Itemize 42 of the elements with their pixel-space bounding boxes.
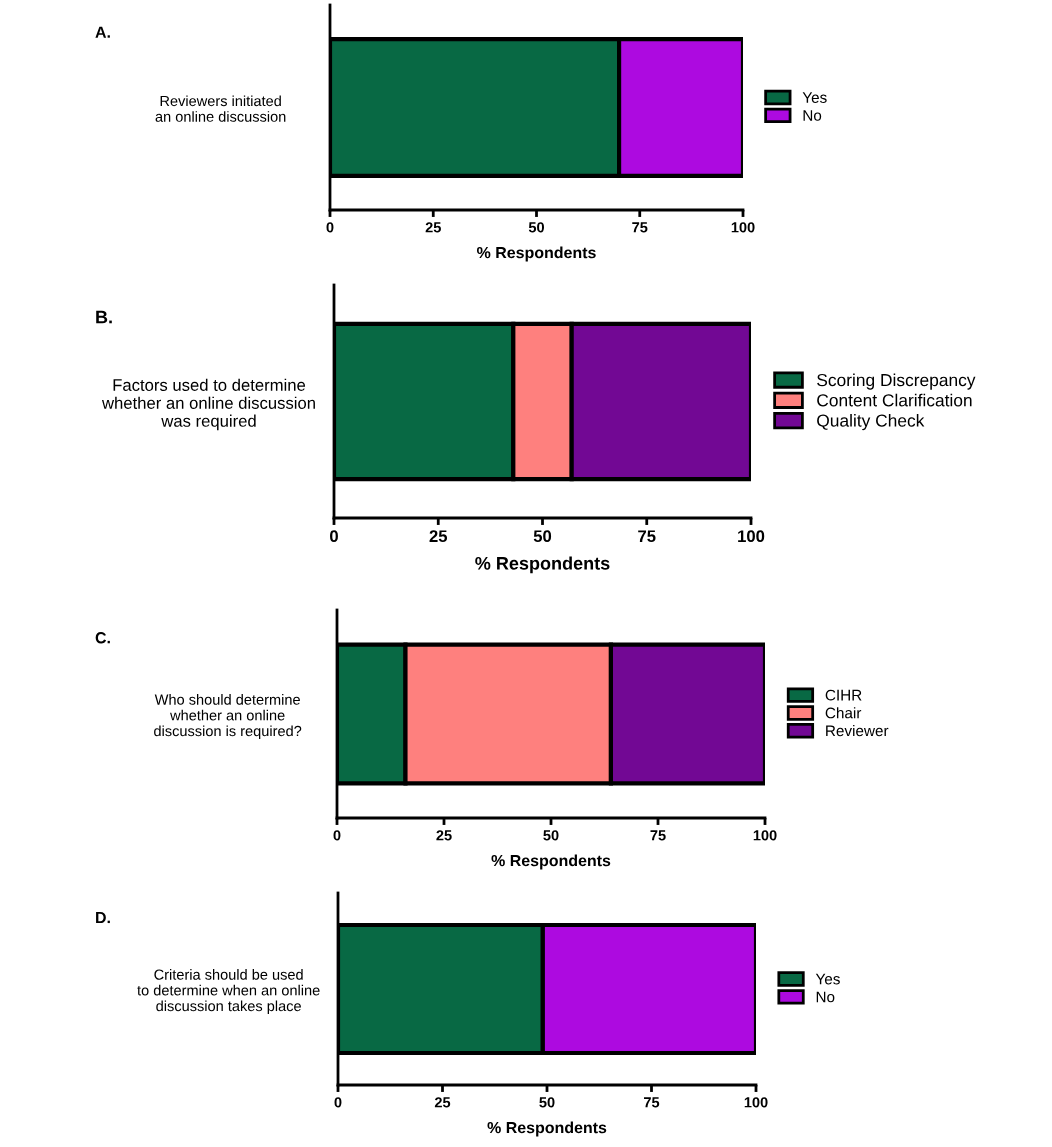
y-tick-label: Factors used to determine whether an online discussion was required xyxy=(101,378,315,431)
x-tick-label: 0 xyxy=(326,222,334,233)
x-tick-label: 100 xyxy=(744,1097,768,1108)
x-tick-label: 0 xyxy=(333,830,341,841)
y-tick-label: Who should determine whether an online discussion is required? xyxy=(154,694,302,740)
x-tick-label: 25 xyxy=(436,830,452,841)
x-axis-title: % Respondents xyxy=(487,1121,607,1137)
legend-label: CIHR xyxy=(825,689,862,701)
text: A. xyxy=(95,26,110,38)
text: B. xyxy=(96,310,112,324)
x-tick-label: 25 xyxy=(434,1097,451,1108)
x-axis-title: % Respondents xyxy=(475,556,610,574)
y-tick-label: Reviewers initiated an online discussion xyxy=(155,95,286,122)
legend-label: Chair xyxy=(825,707,862,719)
x-tick-label: 0 xyxy=(330,530,338,543)
legend-label: Yes xyxy=(802,92,827,103)
x-tick-label: 75 xyxy=(638,530,656,543)
x-tick-label: 50 xyxy=(539,1097,555,1108)
text: D. xyxy=(96,912,110,924)
x-tick-label: 25 xyxy=(425,222,441,233)
x-tick-label: 75 xyxy=(632,222,648,233)
x-tick-label: 50 xyxy=(543,830,559,841)
legend-label: No xyxy=(803,110,822,121)
text: C. xyxy=(95,632,110,644)
legend-label: Content Clarification xyxy=(817,393,972,407)
x-tick-label: 50 xyxy=(528,222,545,233)
legend-label: Yes xyxy=(815,973,840,985)
x-tick-label: 100 xyxy=(753,830,777,841)
legend-label: Reviewer xyxy=(826,724,889,737)
x-tick-label: 100 xyxy=(738,530,765,543)
legend-label: No xyxy=(816,991,835,1003)
x-tick-label: 0 xyxy=(334,1097,342,1108)
x-axis-title: % Respondents xyxy=(477,246,596,262)
y-tick-label: Criteria should be used to determine when an online discussion takes place xyxy=(137,969,320,1015)
x-tick-label: 75 xyxy=(644,1097,660,1108)
legend-label: Scoring Discrepancy xyxy=(817,373,976,390)
x-axis-title: % Respondents xyxy=(491,854,611,870)
legend-label: Quality Check xyxy=(817,413,925,431)
x-tick-label: 75 xyxy=(650,830,666,841)
x-tick-label: 100 xyxy=(731,222,755,233)
x-tick-label: 50 xyxy=(533,530,552,543)
x-tick-label: 25 xyxy=(429,530,448,543)
